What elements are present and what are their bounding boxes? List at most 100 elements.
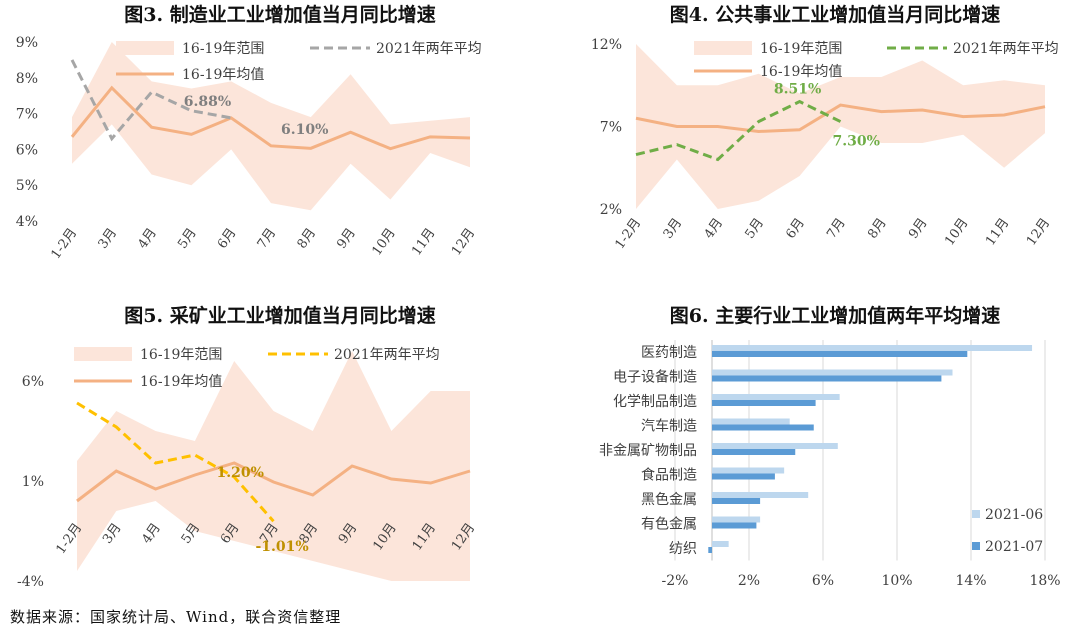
y-tick-label: 7% — [16, 107, 38, 123]
legend-swatch-2021-06 — [972, 510, 980, 518]
legend-label-mean: 16-19年均值 — [182, 67, 264, 83]
bar-2021-07 — [712, 522, 757, 529]
x-tick-label: 2% — [738, 573, 760, 589]
category-label: 汽车制造 — [641, 418, 697, 435]
bar-2021-07 — [712, 424, 814, 431]
bar-2021-07 — [712, 498, 761, 504]
x-tick-label: 1-2月 — [613, 216, 645, 252]
y-tick-label: 5% — [16, 178, 38, 194]
x-tick-label: 7月 — [255, 226, 279, 252]
legend-label-2021: 2021年两年平均 — [376, 41, 482, 57]
legend-swatch-range — [74, 347, 132, 361]
bar-2021-06 — [712, 541, 729, 547]
x-tick-label: 4月 — [139, 521, 163, 547]
chart-title: 图4. 公共事业工业增加值当月同比增速 — [670, 3, 1000, 26]
bar-2021-06 — [712, 369, 953, 376]
series-2021-line — [76, 401, 275, 523]
data-label: 8.51% — [774, 82, 821, 98]
category-label: 纺织 — [669, 541, 697, 557]
fig4-chart: 图4. 公共事业工业增加值当月同比增速 12% 7% 2%1-2月 3月 4月 5月 6月 7月… — [591, 3, 1059, 252]
series-mean-line — [635, 103, 1046, 133]
series-2021-line — [70, 59, 232, 142]
data-label: 6.10% — [281, 122, 328, 138]
bar-2021-07 — [712, 351, 968, 357]
legend-label-range: 16-19年范围 — [182, 40, 264, 57]
x-tick-label: 6% — [812, 573, 834, 589]
bar-2021-06 — [712, 418, 790, 425]
x-tick-label: 7月 — [824, 216, 848, 242]
chart-title: 图3. 制造业工业增加值当月同比增速 — [124, 3, 435, 26]
x-tick-label: 8月 — [295, 226, 319, 252]
category-label: 化学制品制造 — [613, 394, 697, 410]
range-band — [636, 44, 1045, 209]
legend-swatch-range — [694, 41, 752, 55]
x-tick-label: 5月 — [175, 226, 199, 252]
category-label: 医药制造 — [641, 345, 697, 361]
y-tick-label: 8% — [16, 71, 38, 87]
x-tick-label: 18% — [1029, 573, 1060, 589]
bar-2021-07 — [712, 473, 775, 480]
legend-label-2021: 2021年两年平均 — [334, 347, 440, 363]
x-tick-label: 10月 — [369, 226, 398, 259]
category-label: 非金属矿物制品 — [599, 443, 697, 459]
y-tick-label: 9% — [16, 35, 38, 51]
series-mean-line — [76, 461, 471, 503]
x-tick-label: 9月 — [334, 226, 358, 252]
x-tick-label: 11月 — [409, 226, 438, 259]
x-tick-label: 8月 — [865, 216, 889, 242]
source-note: 数据来源：国家统计局、Wind，联合资信整理 — [10, 608, 342, 626]
x-tick-label: 12月 — [449, 226, 478, 259]
series-2021-line — [635, 99, 842, 162]
legend-label-range: 16-19年范围 — [760, 40, 842, 57]
x-tick-label: 9月 — [906, 216, 930, 242]
bar-2021-06 — [712, 345, 1033, 351]
y-tick-label: 7% — [600, 120, 622, 136]
bar-2021-07 — [708, 547, 712, 553]
legend-label-range: 16-19年范围 — [140, 346, 222, 363]
x-tick-label: 10月 — [942, 216, 971, 249]
y-tick-label: 1% — [22, 474, 44, 490]
data-label: 1.20% — [216, 465, 263, 481]
fig3-chart: 图3. 制造业工业增加值当月同比增速 9% 8% 7% 6% 5% 4% 1-2月 3月 4月 5月… — [16, 3, 482, 262]
bar-2021-06 — [712, 492, 809, 498]
chart-title: 图6. 主要行业工业增加值两年平均增速 — [670, 304, 1000, 327]
range-band — [77, 351, 470, 581]
x-tick-label: -2% — [662, 573, 689, 589]
x-tick-label: 11月 — [983, 216, 1012, 249]
y-tick-label: 4% — [16, 214, 38, 230]
fig6-chart: 图6. 主要行业工业增加值两年平均增速 -2% 2% 6% 10% 14% 18% 医药制造电… — [599, 304, 1061, 589]
legend-label-mean: 16-19年均值 — [760, 64, 842, 80]
bar-2021-07 — [712, 449, 796, 455]
data-label: 7.30% — [833, 134, 880, 150]
legend-swatch-range — [116, 41, 174, 55]
y-tick-label: -4% — [17, 574, 44, 590]
legend-swatch-2021-07 — [972, 542, 980, 550]
x-tick-label: 1-2月 — [49, 226, 81, 262]
x-tick-label: 3月 — [96, 226, 120, 252]
x-tick-label: 14% — [955, 573, 986, 589]
x-tick-label: 6月 — [215, 226, 239, 252]
x-tick-label: 4月 — [702, 216, 726, 242]
y-tick-label: 12% — [591, 37, 622, 53]
category-label: 有色金属 — [641, 516, 697, 533]
x-tick-label: 3月 — [661, 216, 685, 242]
bar-2021-07 — [712, 400, 816, 406]
legend-label-2021: 2021年两年平均 — [953, 41, 1059, 57]
bar-2021-06 — [712, 516, 761, 523]
category-label: 食品制造 — [641, 467, 697, 484]
bar-2021-07 — [712, 375, 942, 382]
y-tick-label: 6% — [22, 374, 44, 390]
bar-2021-06 — [712, 394, 840, 400]
category-label: 电子设备制造 — [613, 369, 697, 386]
legend-label-2021-06: 2021-06 — [985, 507, 1043, 523]
y-tick-label: 6% — [16, 142, 38, 158]
bar-2021-06 — [712, 443, 838, 449]
data-label: -1.01% — [256, 539, 309, 555]
x-tick-label: 5月 — [742, 216, 766, 242]
category-label: 黑色金属 — [641, 491, 697, 508]
range-band — [72, 42, 470, 211]
x-tick-label: 4月 — [135, 226, 159, 252]
x-tick-label: 6月 — [783, 216, 807, 242]
